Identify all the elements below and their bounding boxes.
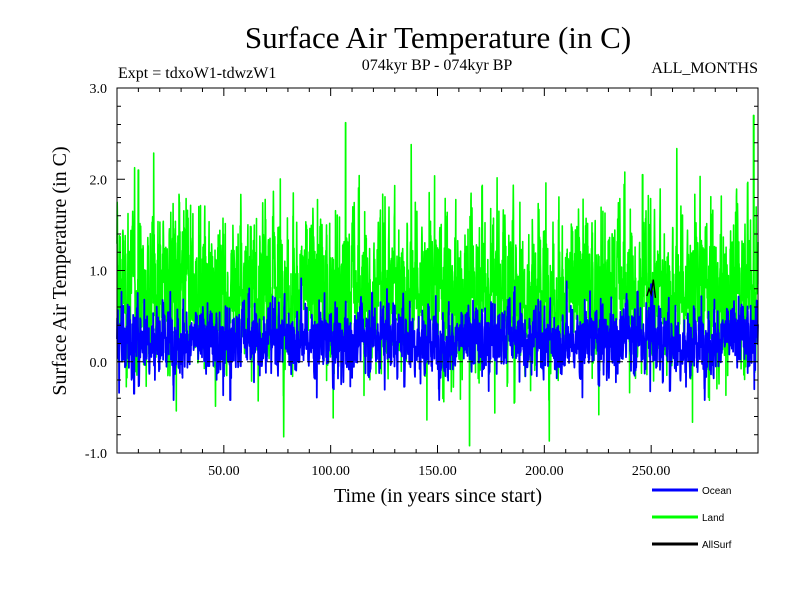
x-tick-label: 250.00 (632, 464, 671, 479)
legend-label-ocean: Ocean (702, 486, 731, 497)
y-tick-label: 3.0 (90, 82, 108, 97)
legend: Ocean Land AllSurf (652, 486, 732, 551)
y-tick-label: 2.0 (90, 173, 108, 188)
series-line-land (116, 114, 759, 447)
series-line-ocean (116, 277, 759, 402)
x-tick-label: 200.00 (525, 464, 564, 479)
series-line-allsurf (646, 279, 657, 298)
months-label: ALL_MONTHS (651, 60, 758, 77)
y-tick-label: 1.0 (90, 265, 108, 280)
time-range-label: 074kyr BP - 074kyr BP (362, 57, 513, 74)
x-tick-label: 100.00 (311, 464, 350, 479)
x-axis-label: Time (in years since start) (334, 485, 542, 507)
chart-title: Surface Air Temperature (in C) (245, 20, 631, 55)
experiment-label: Expt = tdxoW1-tdwzW1 (118, 65, 276, 82)
axis-ticks: 50.00 100.00 150.00 200.00 250.00 -1.0 0.0 1.0 2… (85, 82, 758, 479)
y-tick-label: 0.0 (90, 356, 108, 371)
x-tick-label: 50.00 (208, 464, 240, 479)
x-tick-label: 150.00 (418, 464, 457, 479)
y-tick-label: -1.0 (85, 447, 107, 462)
y-axis-label: Surface Air Temperature (in C) (49, 146, 71, 395)
legend-label-land: Land (702, 513, 724, 524)
series-layer (116, 114, 759, 447)
legend-label-allsurf: AllSurf (702, 540, 732, 551)
